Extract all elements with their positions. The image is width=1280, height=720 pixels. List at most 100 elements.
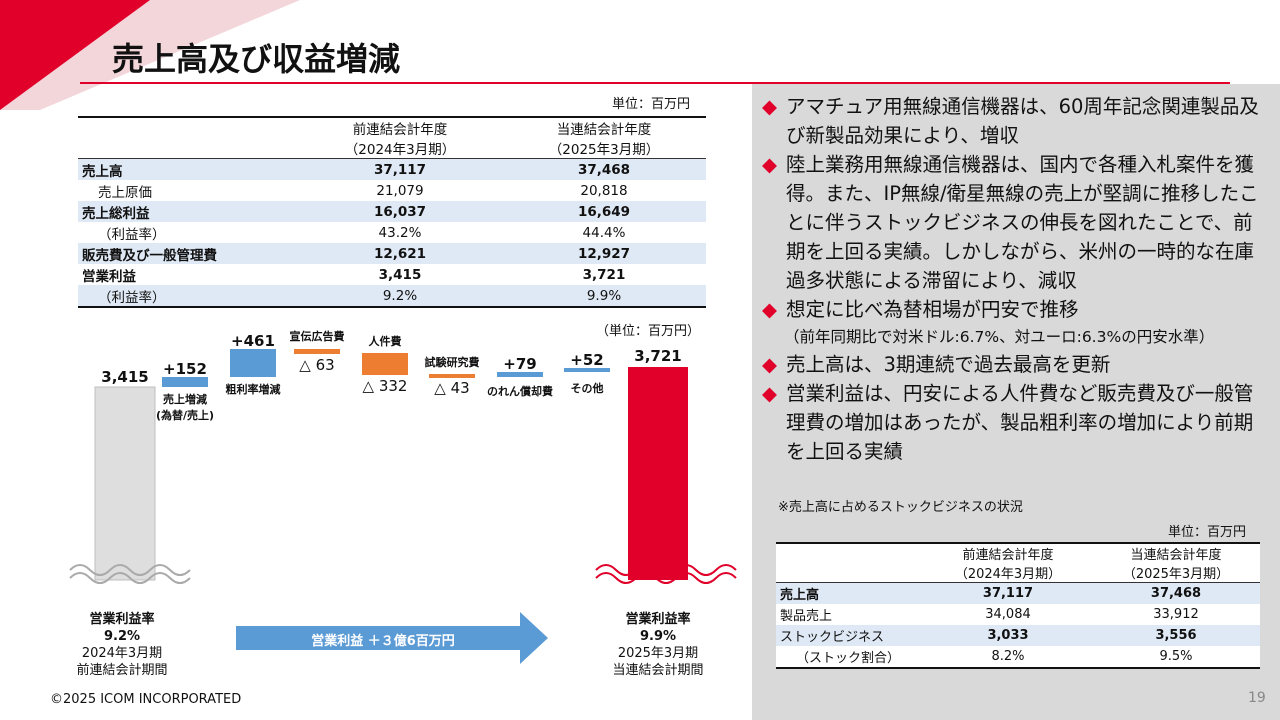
step-bar-goodwill — [497, 372, 543, 377]
table-row: 販売費及び一般管理費 12,621 12,927 — [78, 243, 706, 264]
row-curr: 3,556 — [1092, 625, 1260, 646]
step-value: △ 43 — [434, 379, 470, 397]
row-label: 売上原価 — [98, 184, 152, 201]
row-prev: 16,037 — [298, 201, 502, 222]
table-row: ストックビジネス 3,033 3,556 — [776, 625, 1260, 646]
header-curr-line2: （2025年3月期） — [1122, 567, 1230, 582]
row-curr: 33,912 — [1153, 607, 1199, 622]
table-row: 売上高 37,117 37,468 — [776, 582, 1260, 604]
row-curr: 37,468 — [1092, 582, 1260, 604]
row-curr: 9.9% — [502, 285, 706, 308]
end-caption-name: 当連結会計期間 — [612, 663, 704, 678]
end-caption-title: 営業利益率 — [625, 612, 691, 627]
row-curr: 44.4% — [582, 224, 626, 241]
bullet-text: 営業利益は、円安による人件費など販売費及び一般管理費の増加はあったが、製品粗利率… — [786, 382, 1254, 463]
start-bar — [94, 386, 156, 581]
start-caption-name: 前連結会計期間 — [76, 663, 168, 678]
step-bar-other — [564, 368, 610, 372]
step-value: △ 63 — [299, 356, 335, 374]
row-prev: 21,079 — [376, 182, 424, 199]
bullet-item: ◆ 陸上業務用無線通信機器は、国内で各種入札案件を獲得。また、IP無線/衛星無線… — [762, 150, 1272, 295]
row-label: 営業利益 — [82, 268, 136, 285]
table-header-row: （2024年3月期） （2025年3月期） — [776, 563, 1260, 583]
row-label: 売上高 — [776, 582, 924, 604]
axis-break-left — [69, 564, 191, 576]
end-bar — [628, 367, 688, 580]
start-caption: 営業利益率 9.2% 2024年3月期 前連結会計期間 — [62, 611, 182, 679]
step-value: △ 332 — [362, 377, 408, 395]
table-row: （利益率） 43.2% 44.4% — [78, 222, 706, 243]
fx-note: （前年同期比で対米ドル:6.7%、対ユーロ:6.3%の円安水準） — [784, 328, 1215, 346]
bullet-item: ◆ 営業利益は、円安による人件費など販売費及び一般管理費の増加はあったが、製品粗… — [762, 379, 1272, 466]
row-curr: 37,468 — [502, 158, 706, 180]
table-header-row: 前連結会計年度 当連結会計年度 — [776, 542, 1260, 563]
row-curr: 9.5% — [1092, 646, 1260, 669]
main-financial-table: 前連結会計年度 当連結会計年度 （2024年3月期） （2025年3月期） 売上… — [78, 116, 706, 308]
end-caption-period: 2025年3月期 — [617, 646, 699, 661]
bullet-item: ◆ 想定に比べ為替相場が円安で推移 — [762, 295, 1272, 324]
step-value: +461 — [231, 332, 275, 350]
row-label: 売上高 — [78, 158, 298, 180]
header-curr-line1: 当連結会計年度 — [1092, 542, 1260, 563]
bullet-item: ◆ アマチュア用無線通信機器は、60周年記念関連製品及び新製品効果により、増収 — [762, 92, 1272, 150]
row-prev: 37,117 — [298, 158, 502, 180]
waterfall-chart — [69, 349, 737, 664]
page-title: 売上高及び収益増減 — [112, 40, 401, 78]
end-caption-rate: 9.9% — [639, 629, 677, 644]
row-label: 販売費及び一般管理費 — [78, 243, 298, 264]
step-bar-sales — [162, 377, 208, 387]
header-curr-line2: （2025年3月期） — [548, 142, 660, 158]
header-prev-line2: （2024年3月期） — [954, 567, 1062, 582]
row-label: 製品売上 — [780, 609, 833, 624]
step-value: +152 — [163, 360, 207, 378]
row-label: ストックビジネス — [776, 625, 924, 646]
row-prev: 12,621 — [298, 243, 502, 264]
bullet-text: 陸上業務用無線通信機器は、国内で各種入札案件を獲得。また、IP無線/衛星無線の売… — [786, 153, 1259, 292]
row-label: 売上総利益 — [78, 201, 298, 222]
waterfall-unit: （単位：百万円） — [596, 324, 701, 339]
table-header-row: 前連結会計年度 当連結会計年度 — [78, 116, 706, 138]
table-row: （利益率） 9.2% 9.9% — [78, 285, 706, 308]
row-curr: 3,721 — [582, 266, 626, 283]
diamond-bullet-icon: ◆ — [762, 353, 777, 376]
step-bar-rnd — [429, 374, 475, 378]
step-label: 売上増減 (為替/売上) — [155, 393, 215, 422]
stock-table: 前連結会計年度 当連結会計年度 （2024年3月期） （2025年3月期） 売上… — [776, 542, 1260, 669]
arrow-label: 営業利益 ＋３億6百万円 — [311, 634, 455, 649]
end-caption: 営業利益率 9.9% 2025年3月期 当連結会計期間 — [596, 611, 720, 679]
row-prev: 3,415 — [378, 266, 422, 283]
row-label: （利益率） — [98, 226, 166, 243]
header-prev-line2: （2024年3月期） — [344, 142, 456, 158]
bullet-item: ◆ 売上高は、3期連続で過去最高を更新 — [762, 350, 1272, 379]
start-caption-title: 営業利益率 — [89, 612, 155, 627]
diamond-bullet-icon: ◆ — [762, 298, 777, 321]
table-row: 売上高 37,117 37,468 — [78, 158, 706, 180]
step-label: 宣伝広告費 — [289, 330, 345, 343]
stock-note: ※売上高に占めるストックビジネスの状況 — [778, 500, 1023, 515]
diamond-bullet-icon: ◆ — [762, 153, 777, 176]
row-prev: 8.2% — [924, 646, 1092, 669]
main-table-unit: 単位：百万円 — [612, 97, 691, 112]
step-bar-gross-margin — [230, 349, 276, 377]
step-value: +52 — [570, 351, 604, 369]
row-prev: 43.2% — [378, 224, 422, 241]
step-label: その他 — [570, 382, 604, 395]
step-value: +79 — [503, 355, 537, 373]
diamond-bullet-icon: ◆ — [762, 95, 777, 118]
step-label: のれん償却費 — [487, 385, 553, 398]
table-header-row: （2024年3月期） （2025年3月期） — [78, 138, 706, 159]
row-label: （利益率） — [78, 285, 298, 308]
step-label: 人件費 — [368, 335, 402, 348]
row-prev: 34,084 — [985, 607, 1031, 622]
start-value: 3,415 — [101, 368, 149, 386]
axis-break-left — [69, 572, 191, 584]
table-row: 売上総利益 16,037 16,649 — [78, 201, 706, 222]
corner-decoration — [0, 0, 300, 110]
row-prev: 37,117 — [924, 582, 1092, 604]
table-row: 製品売上 34,084 33,912 — [776, 604, 1260, 625]
header-curr-line1: 当連結会計年度 — [502, 116, 706, 138]
page-number: 19 — [1248, 690, 1266, 706]
end-value: 3,721 — [634, 347, 682, 365]
step-bar-advertising — [294, 349, 340, 354]
bullet-text: 想定に比べ為替相場が円安で推移 — [786, 298, 1079, 321]
